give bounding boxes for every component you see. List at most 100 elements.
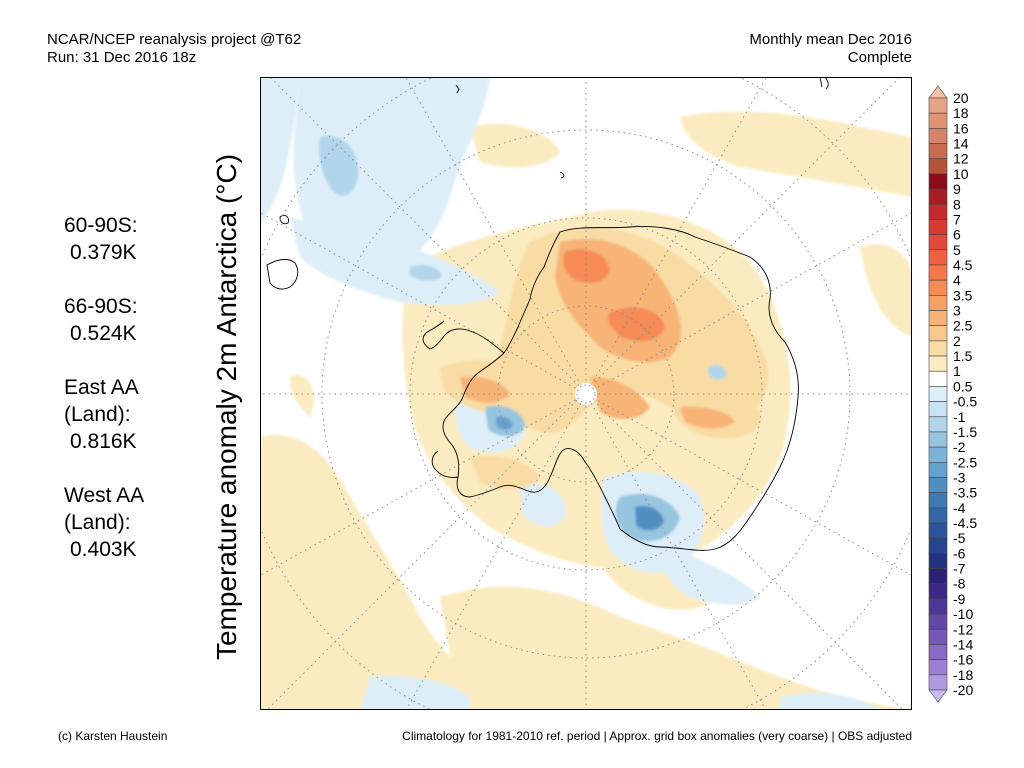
colorbar-label: 6 [953, 227, 961, 243]
credit: (c) Karsten Haustein [58, 729, 168, 743]
colorbar-label: 12 [953, 151, 969, 167]
colorbar-label: -5 [953, 530, 966, 546]
colorbar-label: -4.5 [953, 515, 977, 531]
map-frame [260, 77, 912, 710]
colorbar-label: -10 [953, 606, 973, 622]
colorbar-swatch [928, 219, 948, 235]
colorbar-label: 2.5 [953, 318, 973, 334]
colorbar-label: -0.5 [953, 394, 977, 410]
colorbar-swatch [928, 173, 948, 190]
stat-60-90s: 60-90S: 0.379K [64, 212, 164, 266]
colorbar-swatch [928, 628, 948, 645]
stat-66-90s: 66-90S: 0.524K [64, 293, 164, 347]
colorbar-label: 0.5 [953, 378, 973, 394]
colorbar-swatch [928, 507, 948, 524]
pole-hole [575, 383, 597, 405]
colorbar-label: 4.5 [953, 257, 973, 273]
colorbar-swatch [928, 674, 948, 691]
run-time: Run: 31 Dec 2016 18z [47, 49, 197, 66]
period-title: Monthly mean Dec 2016 [749, 31, 912, 48]
colorbar-swatch [928, 97, 948, 114]
header-right: Monthly mean Dec 2016 Complete [749, 31, 912, 67]
colorbar-swatch [928, 249, 948, 266]
stats-panel: 60-90S: 0.379K 66-90S: 0.524K East AA (L… [64, 212, 164, 590]
stat-label: East AA (Land): [64, 376, 138, 426]
colorbar-label: 3 [953, 303, 961, 319]
colorbar-swatch [928, 310, 948, 326]
colorbar-label: 1 [953, 363, 961, 379]
colorbar-swatch [928, 644, 948, 660]
colorbar-label: 20 [953, 90, 969, 106]
colorbar-swatch [928, 553, 948, 569]
anomaly-map [260, 77, 912, 710]
colorbar-swatch [928, 143, 948, 160]
colorbar-graphic: 201816141210987654.543.532.521.510.5-0.5… [928, 85, 977, 703]
colorbar-label: 9 [953, 181, 961, 197]
colorbar-label: 8 [953, 196, 961, 212]
colorbar-label: -14 [953, 636, 973, 652]
colorbar-label: -1 [953, 409, 966, 425]
colorbar-swatch [928, 203, 948, 220]
colorbar-label: -8 [953, 576, 966, 592]
colorbar-swatch [928, 386, 948, 402]
colorbar-label: -20 [953, 682, 973, 698]
colorbar-label: -9 [953, 591, 966, 607]
y-axis-label: Temperature anomaly 2m Antarctica (°C) [211, 153, 242, 661]
colorbar-label: 5 [953, 242, 961, 258]
colorbar-label: 16 [953, 120, 969, 136]
colorbar-swatch [928, 264, 948, 281]
colorbar-label: -3 [953, 469, 966, 485]
stat-value: 0.379K [70, 241, 137, 264]
status-text: Complete [847, 49, 912, 66]
coastline [266, 77, 829, 551]
colorbar-label: -3.5 [953, 485, 977, 501]
colorbar-label: 1.5 [953, 348, 973, 364]
colorbar-swatch [928, 234, 948, 251]
colorbar-label: 3.5 [953, 287, 973, 303]
colorbar-label: -6 [953, 545, 966, 561]
colorbar-swatch [928, 462, 948, 478]
colorbar-swatch [928, 128, 948, 144]
source-title: NCAR/NCEP reanalysis project @T62 [47, 31, 302, 48]
colorbar-label: 14 [953, 136, 969, 152]
colorbar-swatch [928, 370, 948, 387]
colorbar-swatch [928, 325, 948, 342]
stat-label: 66-90S: [64, 295, 138, 318]
colorbar-label: -7 [953, 561, 966, 577]
colorbar-top-triangle [928, 85, 948, 99]
stat-label: 60-90S: [64, 214, 138, 237]
colorbar-swatch [928, 446, 948, 463]
colorbar-label: -18 [953, 667, 973, 683]
colorbar-label: 18 [953, 105, 969, 121]
stat-east-aa: East AA (Land): 0.816K [64, 374, 164, 455]
header-left: NCAR/NCEP reanalysis project @T62 Run: 3… [47, 31, 301, 67]
colorbar-swatch [928, 659, 948, 676]
colorbar-label: 4 [953, 272, 961, 288]
colorbar-swatch [928, 431, 948, 448]
colorbar-label: 2 [953, 333, 961, 349]
colorbar-swatch [928, 340, 948, 357]
stat-value: 0.816K [70, 430, 137, 453]
colorbar-label: -1.5 [953, 424, 977, 440]
colorbar-swatch [928, 401, 948, 418]
colorbar-swatch [928, 598, 948, 615]
colorbar-bottom-triangle [928, 689, 948, 703]
colorbar-swatch [928, 522, 948, 539]
colorbar-swatch [928, 492, 948, 509]
colorbar-label: -4 [953, 500, 966, 516]
map-panel [260, 77, 912, 710]
colorbar-swatch [928, 613, 948, 630]
colorbar-swatch [928, 188, 948, 205]
stat-value: 0.524K [70, 322, 137, 345]
colorbar-label: 10 [953, 166, 969, 182]
colorbar-swatch [928, 279, 948, 296]
colorbar-label: -2.5 [953, 454, 977, 470]
colorbar-swatch [928, 416, 948, 433]
colorbar-swatch [928, 295, 948, 311]
stat-label: West AA (Land): [64, 484, 143, 534]
colorbar-label: 7 [953, 211, 961, 227]
footer-note: Climatology for 1981-2010 ref. period | … [402, 729, 912, 743]
colorbar-label: -16 [953, 652, 973, 668]
colorbar-swatch [928, 568, 948, 585]
anomaly-shading [260, 77, 912, 710]
